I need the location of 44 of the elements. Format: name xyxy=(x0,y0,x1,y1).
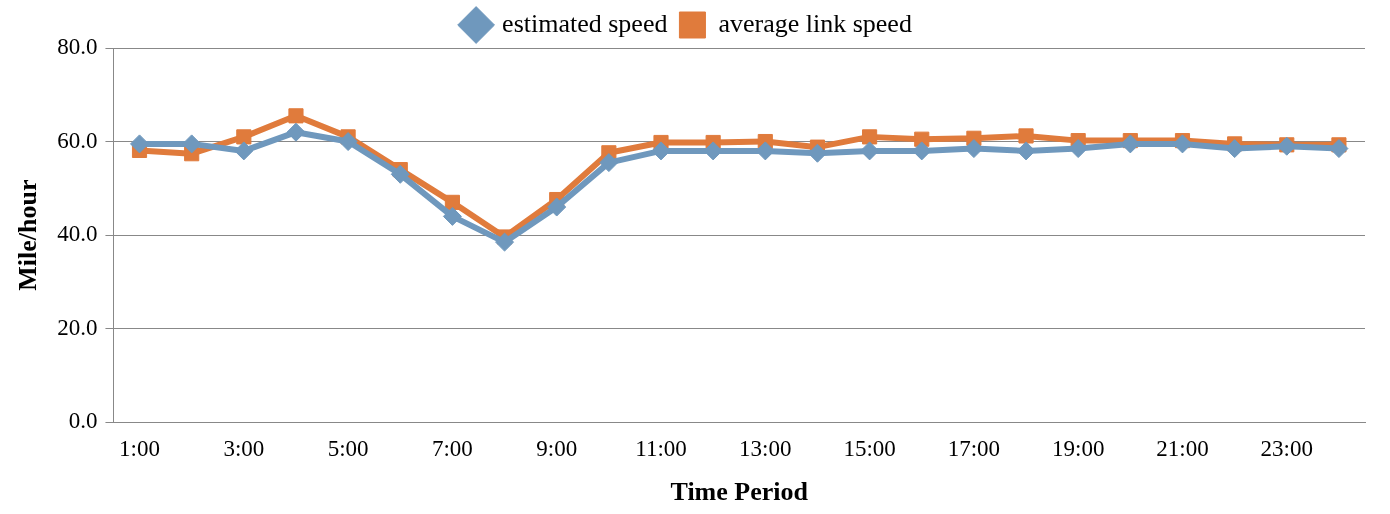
point xyxy=(442,206,462,226)
point xyxy=(444,194,460,210)
point xyxy=(234,141,254,161)
x-tick-label: 5:00 xyxy=(327,436,369,462)
x-tick-label: 17:00 xyxy=(947,436,1001,462)
x-tick-label: 3:00 xyxy=(223,436,265,462)
point xyxy=(1018,128,1034,144)
x-tick-label: 23:00 xyxy=(1260,436,1313,462)
y-tick-label: 40.0 xyxy=(57,221,98,247)
y-tick-label: 0.0 xyxy=(68,408,98,434)
point xyxy=(1068,139,1088,159)
legend-label: estimated speed xyxy=(502,8,668,38)
point xyxy=(236,129,252,145)
point xyxy=(288,108,304,124)
x-tick-label: 9:00 xyxy=(536,436,578,462)
point xyxy=(964,139,984,159)
x-tick-label: 7:00 xyxy=(431,436,473,462)
x-tick-label: 15:00 xyxy=(843,436,896,462)
point xyxy=(912,141,932,161)
y-tick-label: 80.0 xyxy=(57,34,98,60)
y-tick-label: 60.0 xyxy=(57,127,98,153)
point xyxy=(1016,141,1036,161)
point xyxy=(651,141,671,161)
x-tick-label: 1:00 xyxy=(119,436,160,462)
point xyxy=(1329,139,1349,159)
point xyxy=(599,153,619,173)
x-axis-title: Time Period xyxy=(670,477,809,507)
point xyxy=(390,164,410,184)
point xyxy=(862,129,878,145)
point xyxy=(1120,134,1140,154)
point xyxy=(1225,139,1245,159)
point xyxy=(338,132,358,152)
x-tick-label: 13:00 xyxy=(739,436,792,462)
y-tick-label: 20.0 xyxy=(57,314,98,340)
x-tick-label: 21:00 xyxy=(1156,436,1209,462)
point xyxy=(807,143,827,163)
point xyxy=(286,122,306,142)
point xyxy=(547,197,567,217)
point xyxy=(495,232,515,252)
y-axis-title: Mile/hour xyxy=(13,179,43,291)
legend-label: average link speed xyxy=(718,8,912,38)
x-tick-label: 19:00 xyxy=(1051,436,1105,462)
point xyxy=(182,134,202,154)
x-tick-label: 11:00 xyxy=(635,436,687,462)
